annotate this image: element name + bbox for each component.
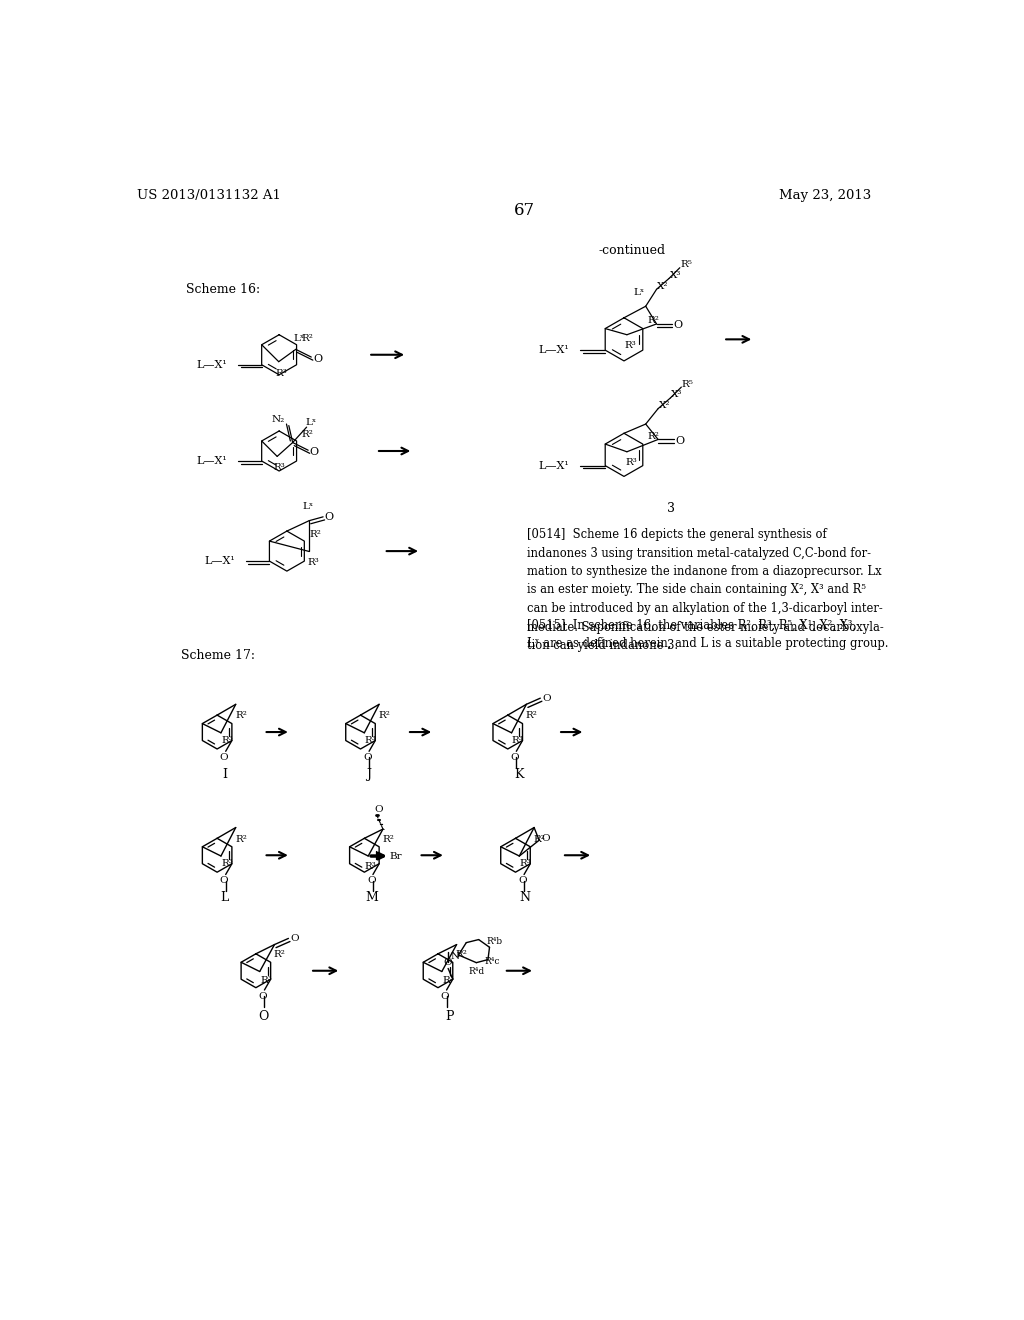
Text: R³: R³ bbox=[365, 862, 377, 871]
Text: X³: X³ bbox=[670, 271, 681, 280]
Text: R²: R² bbox=[378, 711, 390, 721]
Text: R⁵: R⁵ bbox=[682, 380, 693, 388]
Text: O: O bbox=[440, 991, 450, 1001]
Text: R³: R³ bbox=[260, 977, 271, 985]
Text: R³: R³ bbox=[519, 859, 531, 869]
Text: R³: R³ bbox=[512, 737, 523, 744]
Text: O: O bbox=[374, 805, 383, 813]
Text: R²: R² bbox=[301, 430, 313, 440]
Text: R²: R² bbox=[647, 432, 659, 441]
Text: O: O bbox=[674, 321, 683, 330]
Text: L—X¹: L—X¹ bbox=[205, 556, 236, 566]
Text: R⁴c: R⁴c bbox=[485, 957, 501, 966]
Text: Lˣ: Lˣ bbox=[293, 334, 304, 343]
Text: O: O bbox=[518, 876, 526, 886]
Text: X³: X³ bbox=[671, 391, 682, 399]
Text: 67: 67 bbox=[514, 202, 536, 219]
Text: Br: Br bbox=[390, 851, 402, 861]
Text: R³: R³ bbox=[442, 977, 454, 985]
Text: R³: R³ bbox=[307, 558, 318, 566]
Text: L—X¹: L—X¹ bbox=[197, 455, 227, 466]
Text: L—X¹: L—X¹ bbox=[539, 461, 569, 471]
Text: O: O bbox=[364, 752, 372, 762]
Text: O: O bbox=[258, 1010, 269, 1023]
Text: O: O bbox=[510, 752, 519, 762]
Text: O: O bbox=[675, 436, 684, 446]
Text: R²: R² bbox=[382, 834, 394, 843]
Text: R³: R³ bbox=[626, 458, 637, 467]
Text: US 2013/0131132 A1: US 2013/0131132 A1 bbox=[137, 189, 282, 202]
Text: O: O bbox=[367, 876, 376, 886]
Text: R²: R² bbox=[647, 317, 659, 325]
Text: O: O bbox=[443, 958, 453, 966]
Text: -continued: -continued bbox=[598, 244, 666, 257]
Text: O: O bbox=[220, 876, 228, 886]
Text: M: M bbox=[366, 891, 379, 904]
Text: R²: R² bbox=[525, 711, 538, 721]
Text: R²: R² bbox=[234, 834, 247, 843]
Text: O: O bbox=[325, 512, 334, 521]
Text: K: K bbox=[515, 768, 524, 781]
Text: Scheme 16:: Scheme 16: bbox=[186, 282, 260, 296]
Text: J: J bbox=[366, 768, 371, 781]
Text: I: I bbox=[222, 768, 227, 781]
Text: N₂: N₂ bbox=[271, 414, 285, 424]
Text: O: O bbox=[542, 694, 551, 702]
Text: O: O bbox=[313, 354, 322, 363]
Text: R²: R² bbox=[456, 950, 468, 960]
Text: O: O bbox=[291, 935, 299, 942]
Text: R⁴b: R⁴b bbox=[486, 937, 502, 945]
Text: X²: X² bbox=[657, 281, 669, 290]
Text: L—X¹: L—X¹ bbox=[539, 345, 569, 355]
Text: O: O bbox=[310, 446, 318, 457]
Text: N: N bbox=[451, 952, 460, 961]
Text: R³: R³ bbox=[365, 737, 377, 744]
Text: R³: R³ bbox=[273, 463, 286, 471]
Text: R³: R³ bbox=[625, 341, 637, 350]
Text: R²: R² bbox=[534, 834, 545, 843]
Text: O: O bbox=[259, 991, 267, 1001]
Text: Scheme 17:: Scheme 17: bbox=[180, 648, 255, 661]
Text: X²: X² bbox=[658, 401, 670, 411]
Text: [0515]  In scheme 16, the variables R², R³, R⁵, X¹, X², X³,
Lˣ are as defined he: [0515] In scheme 16, the variables R², R… bbox=[527, 619, 889, 651]
Text: R²: R² bbox=[301, 334, 313, 343]
Text: R²: R² bbox=[273, 950, 286, 960]
Text: R⁴d: R⁴d bbox=[468, 968, 484, 977]
Text: L: L bbox=[221, 891, 229, 904]
Text: May 23, 2013: May 23, 2013 bbox=[779, 189, 871, 202]
Text: R³: R³ bbox=[221, 859, 233, 869]
Text: P: P bbox=[445, 1010, 454, 1023]
Text: Lˣ: Lˣ bbox=[634, 288, 645, 297]
Text: R⁵: R⁵ bbox=[680, 260, 692, 269]
Text: R³: R³ bbox=[275, 370, 287, 379]
Text: R²: R² bbox=[234, 711, 247, 721]
Text: Lˣ: Lˣ bbox=[305, 418, 316, 426]
Text: O: O bbox=[541, 834, 550, 843]
Text: 3: 3 bbox=[667, 502, 675, 515]
Text: O: O bbox=[220, 752, 228, 762]
Text: Lˣ: Lˣ bbox=[302, 503, 313, 511]
Text: [0514]  Scheme 16 depicts the general synthesis of
indanones 3 using transition : [0514] Scheme 16 depicts the general syn… bbox=[527, 528, 884, 652]
Text: R³: R³ bbox=[221, 737, 233, 744]
Text: R²: R² bbox=[309, 531, 321, 540]
Text: N: N bbox=[519, 891, 530, 904]
Text: L—X¹: L—X¹ bbox=[197, 360, 227, 370]
